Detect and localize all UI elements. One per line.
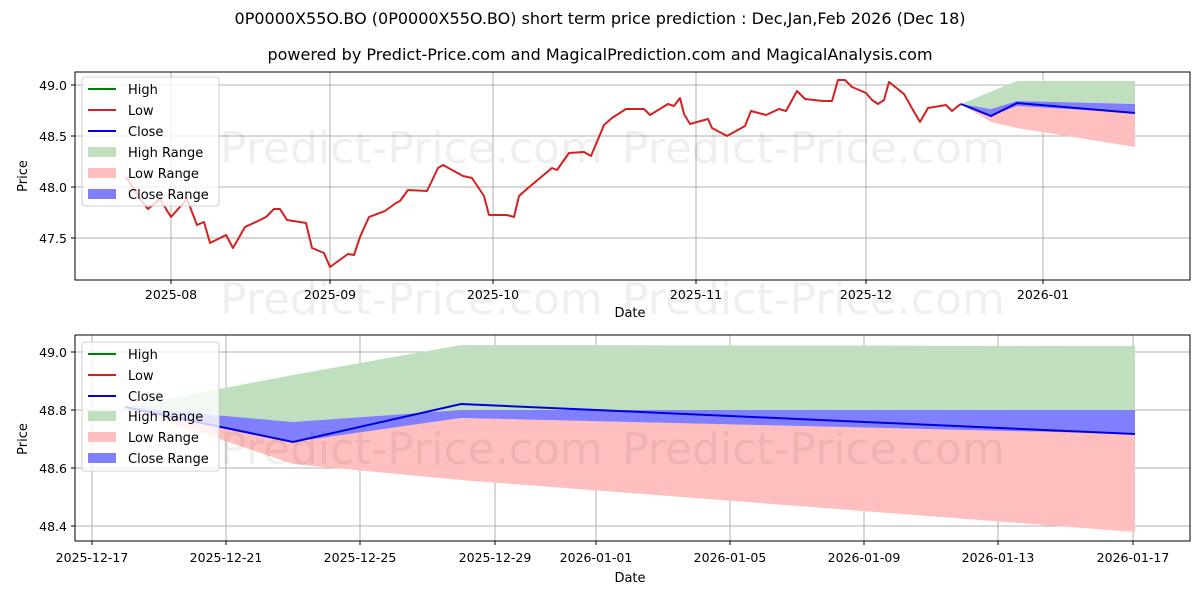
top-xtick-label: 2025-08 (145, 287, 197, 302)
bottom-legend: High Low Close High Range Low Range Clos… (81, 341, 220, 472)
top-xtick-label: 2026-01 (1017, 287, 1069, 302)
bottom-ytick-label: 48.8 (39, 403, 67, 418)
top-chart: Predict-Price.com Predict-Price.com Pred… (16, 71, 1191, 325)
top-xtick-label: 2025-12 (840, 287, 892, 302)
top-xtick-label: 2025-11 (670, 287, 722, 302)
bottom-xtick-label: 2025-12-25 (324, 550, 397, 565)
bottom-x-ticks (91, 541, 1134, 545)
top-high-range-area (961, 81, 1135, 109)
top-y-axis-label: Price (16, 160, 31, 192)
bottom-low-range-area (125, 407, 1135, 532)
bottom-axes-frame (74, 334, 1191, 542)
watermark: Predict-Price.com (220, 123, 603, 174)
bottom-xtick-label: 2025-12-21 (190, 550, 263, 565)
legend-high-range-label: High Range (128, 410, 203, 425)
top-close-range-area (961, 101, 1135, 116)
watermark: Predict-Price.com (622, 274, 1005, 325)
legend-high-label: High (128, 83, 158, 98)
top-axes-frame (74, 71, 1191, 281)
top-low-range-area (961, 104, 1135, 147)
top-close-forecast-line (960, 101, 1136, 118)
top-ytick-label: 49.0 (39, 78, 67, 93)
chart-subtitle: powered by Predict-Price.com and Magical… (267, 45, 933, 64)
top-legend: High Low Close High Range Low Range Clos… (81, 76, 220, 207)
bottom-xtick-label: 2026-01-05 (694, 550, 767, 565)
legend-low-range-label: Low Range (128, 431, 199, 446)
bottom-xtick-label: 2026-01-09 (828, 550, 901, 565)
watermark: Predict-Price.com (622, 424, 1005, 475)
top-x-axis-label: Date (614, 306, 645, 321)
top-low-line (125, 79, 962, 268)
bottom-ytick-label: 49.0 (39, 345, 67, 360)
legend-close-label: Close (128, 390, 163, 405)
top-ytick-label: 48.5 (39, 129, 67, 144)
bottom-y-ticks (71, 351, 75, 527)
legend-low-label: Low (128, 369, 154, 384)
bottom-xtick-label: 2026-01-01 (560, 550, 633, 565)
bottom-xtick-label: 2025-12-17 (56, 550, 129, 565)
bottom-close-range-area (125, 407, 1135, 442)
bottom-x-axis-label: Date (614, 571, 645, 586)
legend-close-label: Close (128, 125, 163, 140)
legend-high-label: High (128, 348, 158, 363)
legend-low-range-swatch (88, 432, 116, 442)
legend-high-range-swatch (88, 147, 116, 157)
legend-high-range-label: High Range (128, 146, 203, 161)
legend-low-label: Low (128, 104, 154, 119)
top-xtick-label: 2025-09 (304, 287, 356, 302)
watermark: Predict-Price.com (220, 274, 603, 325)
chart-title: 0P0000X55O.BO (0P0000X55O.BO) short term… (234, 9, 966, 28)
bottom-chart: Predict-Price.com Predict-Price.com 49.0… (16, 334, 1191, 586)
legend-close-range-swatch (88, 189, 116, 199)
top-ytick-label: 48.0 (39, 180, 67, 195)
legend-low-range-label: Low Range (128, 167, 199, 182)
top-y-ticks (71, 84, 75, 239)
bottom-ytick-label: 48.4 (39, 519, 67, 534)
legend-high-range-swatch (88, 411, 116, 421)
bottom-y-axis-label: Price (16, 423, 31, 455)
bottom-xtick-label: 2026-01-17 (1097, 550, 1170, 565)
legend-close-range-label: Close Range (128, 452, 209, 467)
watermark: Predict-Price.com (220, 424, 603, 475)
bottom-xtick-label: 2026-01-13 (962, 550, 1035, 565)
legend-close-range-swatch (88, 453, 116, 463)
bottom-ytick-label: 48.6 (39, 461, 67, 476)
watermark: Predict-Price.com (622, 123, 1005, 174)
bottom-high-range-area (125, 345, 1135, 422)
legend-low-range-swatch (88, 168, 116, 178)
legend-close-range-label: Close Range (128, 188, 209, 203)
top-xtick-label: 2025-10 (467, 287, 519, 302)
top-ytick-label: 47.5 (39, 231, 67, 246)
bottom-xtick-label: 2025-12-29 (459, 550, 532, 565)
top-x-ticks (170, 280, 1044, 284)
